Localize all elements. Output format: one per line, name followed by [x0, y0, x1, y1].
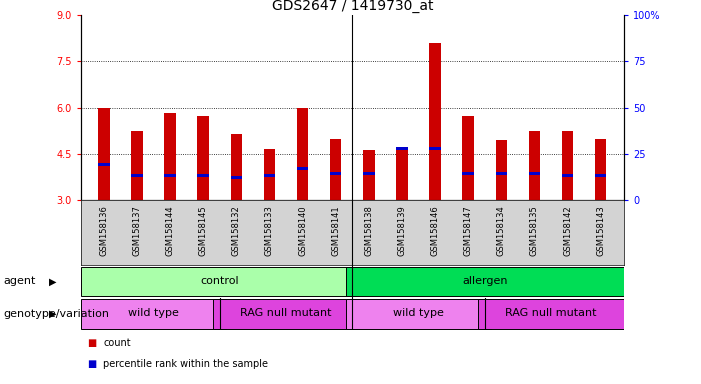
Text: GSM158140: GSM158140 [298, 205, 307, 255]
Bar [198, 174, 209, 177]
Bar [330, 172, 341, 175]
Text: GSM158137: GSM158137 [132, 205, 142, 256]
Text: GSM158145: GSM158145 [198, 205, 207, 255]
Title: GDS2647 / 1419730_at: GDS2647 / 1419730_at [271, 0, 433, 13]
Bar [363, 172, 374, 175]
Bar [164, 113, 176, 200]
Text: wild type: wild type [128, 308, 179, 318]
Text: GSM158147: GSM158147 [463, 205, 472, 256]
Bar [478, 299, 624, 329]
Bar [330, 139, 341, 200]
Bar [81, 266, 359, 296]
Text: GSM158138: GSM158138 [365, 205, 374, 256]
Bar [496, 140, 507, 200]
Text: RAG null mutant: RAG null mutant [505, 308, 597, 318]
Text: genotype/variation: genotype/variation [4, 309, 109, 319]
Bar [396, 147, 408, 150]
Text: GSM158133: GSM158133 [265, 205, 274, 256]
Bar [346, 266, 624, 296]
Bar [164, 174, 176, 177]
Text: GSM158143: GSM158143 [597, 205, 605, 256]
Bar [529, 131, 540, 200]
Bar [264, 149, 275, 200]
Bar [463, 116, 474, 200]
Text: ▶: ▶ [49, 276, 56, 286]
Text: ■: ■ [88, 338, 97, 348]
Text: GSM158139: GSM158139 [397, 205, 407, 256]
Text: agent: agent [4, 276, 36, 286]
Bar [429, 43, 441, 200]
Bar [429, 147, 441, 150]
Bar [264, 174, 275, 177]
Bar [198, 116, 209, 200]
Bar [496, 172, 507, 175]
Bar [595, 174, 606, 177]
Bar [562, 131, 573, 200]
Bar [562, 174, 573, 177]
Bar [396, 150, 408, 200]
Text: control: control [200, 276, 239, 286]
Bar [231, 176, 242, 179]
Bar [297, 167, 308, 170]
Bar [131, 174, 143, 177]
Bar [131, 131, 143, 200]
Text: GSM158142: GSM158142 [563, 205, 572, 255]
Text: GSM158146: GSM158146 [430, 205, 440, 256]
Bar [297, 108, 308, 200]
Bar [98, 108, 109, 200]
Text: GSM158134: GSM158134 [497, 205, 506, 256]
Text: GSM158141: GSM158141 [331, 205, 340, 255]
Text: GSM158144: GSM158144 [165, 205, 175, 255]
Text: allergen: allergen [462, 276, 508, 286]
Bar [529, 172, 540, 175]
Bar [231, 134, 242, 200]
Bar [213, 299, 359, 329]
Bar [81, 299, 226, 329]
Bar [346, 299, 491, 329]
Text: wild type: wild type [393, 308, 444, 318]
Text: RAG null mutant: RAG null mutant [240, 308, 332, 318]
Text: ■: ■ [88, 359, 97, 369]
Bar [595, 139, 606, 200]
Text: count: count [103, 338, 130, 348]
Text: GSM158132: GSM158132 [232, 205, 241, 256]
Bar [463, 172, 474, 175]
Bar [363, 150, 374, 200]
Bar [98, 163, 109, 166]
Text: GSM158135: GSM158135 [530, 205, 539, 256]
Text: percentile rank within the sample: percentile rank within the sample [103, 359, 268, 369]
Text: ▶: ▶ [49, 309, 56, 319]
Text: GSM158136: GSM158136 [100, 205, 108, 256]
